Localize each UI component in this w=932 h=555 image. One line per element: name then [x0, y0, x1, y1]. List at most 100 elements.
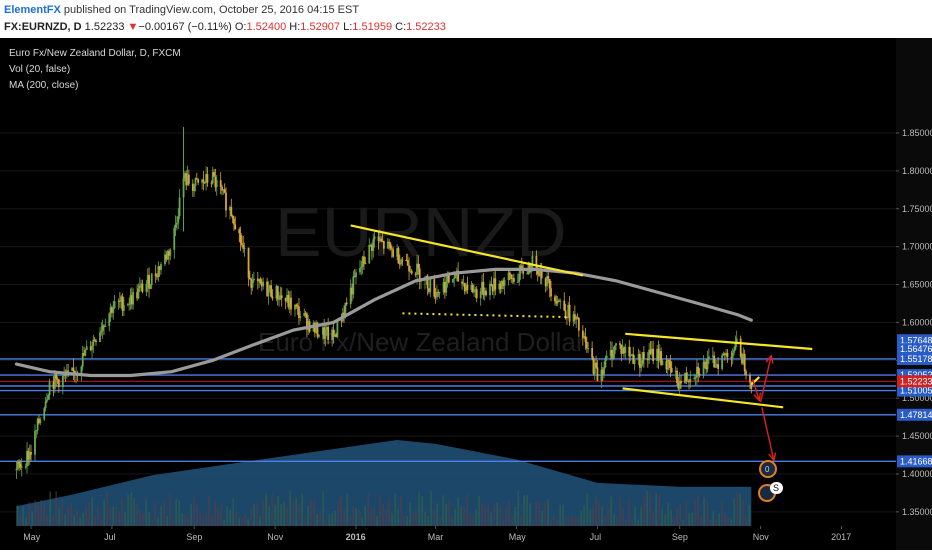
candle-body[interactable] — [611, 349, 613, 359]
candle-body[interactable] — [566, 317, 568, 319]
candle-body[interactable] — [43, 408, 46, 420]
candle-body[interactable] — [373, 236, 376, 240]
candle-body[interactable] — [414, 273, 417, 275]
candle-body[interactable] — [150, 273, 153, 286]
candle-body[interactable] — [593, 362, 596, 374]
candle-body[interactable] — [141, 283, 144, 292]
candle-body[interactable] — [154, 273, 157, 277]
candle-body[interactable] — [252, 278, 255, 281]
moving-average-line[interactable] — [14, 267, 753, 378]
candle-body[interactable] — [723, 353, 726, 356]
candle-body[interactable] — [267, 288, 270, 297]
candle-body[interactable] — [591, 347, 594, 358]
chart-container[interactable]: EURNZD Euro Fx/New Zealand Dollar 1.8500… — [0, 38, 932, 555]
candle-body[interactable] — [584, 336, 587, 342]
candle-body[interactable] — [238, 229, 241, 234]
candle-body[interactable] — [425, 275, 428, 278]
candle-body[interactable] — [53, 373, 56, 389]
candle-body[interactable] — [426, 275, 429, 289]
candle-body[interactable] — [547, 276, 550, 280]
candle-body[interactable] — [670, 368, 673, 373]
candle-body[interactable] — [596, 367, 599, 381]
candle-body[interactable] — [648, 349, 651, 360]
candle-body[interactable] — [229, 206, 231, 211]
candle-body[interactable] — [465, 284, 468, 292]
candle-body[interactable] — [434, 296, 437, 298]
candle-body[interactable] — [156, 276, 158, 278]
candle-body[interactable] — [461, 281, 464, 284]
candle-body[interactable] — [741, 356, 743, 364]
candle-body[interactable] — [661, 360, 664, 365]
projection-arrow[interactable] — [751, 379, 760, 401]
candle-body[interactable] — [518, 273, 521, 282]
candle-body[interactable] — [117, 300, 120, 302]
candle-body[interactable] — [406, 260, 409, 266]
candle-body[interactable] — [703, 361, 706, 363]
time-axis[interactable] — [0, 526, 896, 550]
candle-body[interactable] — [604, 357, 607, 368]
candle-body[interactable] — [457, 270, 460, 282]
candle-body[interactable] — [612, 353, 615, 359]
candle-body[interactable] — [325, 327, 328, 330]
candle-body[interactable] — [39, 419, 42, 424]
candle-body[interactable] — [698, 373, 701, 375]
candle-body[interactable] — [104, 326, 107, 328]
candle-body[interactable] — [195, 178, 198, 180]
candle-body[interactable] — [52, 381, 55, 389]
candle-body[interactable] — [417, 263, 420, 269]
candle-body[interactable] — [575, 316, 578, 320]
candle-body[interactable] — [287, 295, 290, 308]
candle-body[interactable] — [174, 224, 177, 228]
candle-body[interactable] — [401, 259, 404, 261]
candle-body[interactable] — [371, 244, 373, 251]
candle-body[interactable] — [298, 306, 300, 319]
candle-body[interactable] — [730, 356, 733, 358]
candle-body[interactable] — [193, 185, 196, 191]
candle-body[interactable] — [499, 283, 502, 289]
candle-body[interactable] — [633, 359, 636, 364]
trendline[interactable] — [350, 224, 584, 277]
candle-body[interactable] — [108, 313, 111, 327]
candle-body[interactable] — [564, 310, 567, 318]
candle-body[interactable] — [332, 329, 335, 337]
projection-arrow[interactable] — [761, 407, 775, 461]
candle-body[interactable] — [177, 216, 180, 223]
candle-body[interactable] — [437, 291, 440, 293]
candle-body[interactable] — [186, 174, 189, 186]
candle-body[interactable] — [55, 373, 58, 379]
candle-body[interactable] — [99, 332, 101, 343]
candle-body[interactable] — [157, 266, 160, 278]
candle-body[interactable] — [554, 296, 556, 302]
candle-body[interactable] — [697, 366, 700, 374]
candle-body[interactable] — [113, 301, 116, 309]
candle-body[interactable] — [101, 325, 104, 331]
price-chart[interactable]: EURNZD Euro Fx/New Zealand Dollar 1.8500… — [0, 38, 932, 550]
candle-body[interactable] — [706, 358, 709, 370]
candle-body[interactable] — [400, 259, 403, 265]
candle-body[interactable] — [454, 272, 457, 279]
candle-body[interactable] — [544, 278, 547, 287]
candle-body[interactable] — [386, 241, 389, 249]
candle-body[interactable] — [555, 301, 558, 304]
candle-body[interactable] — [121, 296, 124, 311]
candle-body[interactable] — [145, 283, 148, 292]
candle-body[interactable] — [56, 378, 59, 380]
candle-body[interactable] — [731, 352, 734, 358]
candle-body[interactable] — [71, 367, 74, 371]
candle-body[interactable] — [80, 366, 83, 374]
candle-body[interactable] — [222, 189, 225, 191]
candle-body[interactable] — [296, 305, 299, 307]
candle-body[interactable] — [214, 176, 217, 188]
candle-body[interactable] — [280, 295, 283, 298]
candle-body[interactable] — [567, 304, 570, 318]
candle-body[interactable] — [726, 352, 729, 357]
candle-body[interactable] — [57, 379, 60, 388]
candle-body[interactable] — [605, 355, 608, 358]
candle-body[interactable] — [489, 283, 491, 296]
candle-body[interactable] — [445, 281, 448, 293]
candle-body[interactable] — [721, 355, 724, 369]
candle-body[interactable] — [508, 272, 511, 275]
candle-body[interactable] — [490, 283, 493, 286]
candle-body[interactable] — [275, 285, 278, 299]
candle-body[interactable] — [166, 251, 169, 260]
